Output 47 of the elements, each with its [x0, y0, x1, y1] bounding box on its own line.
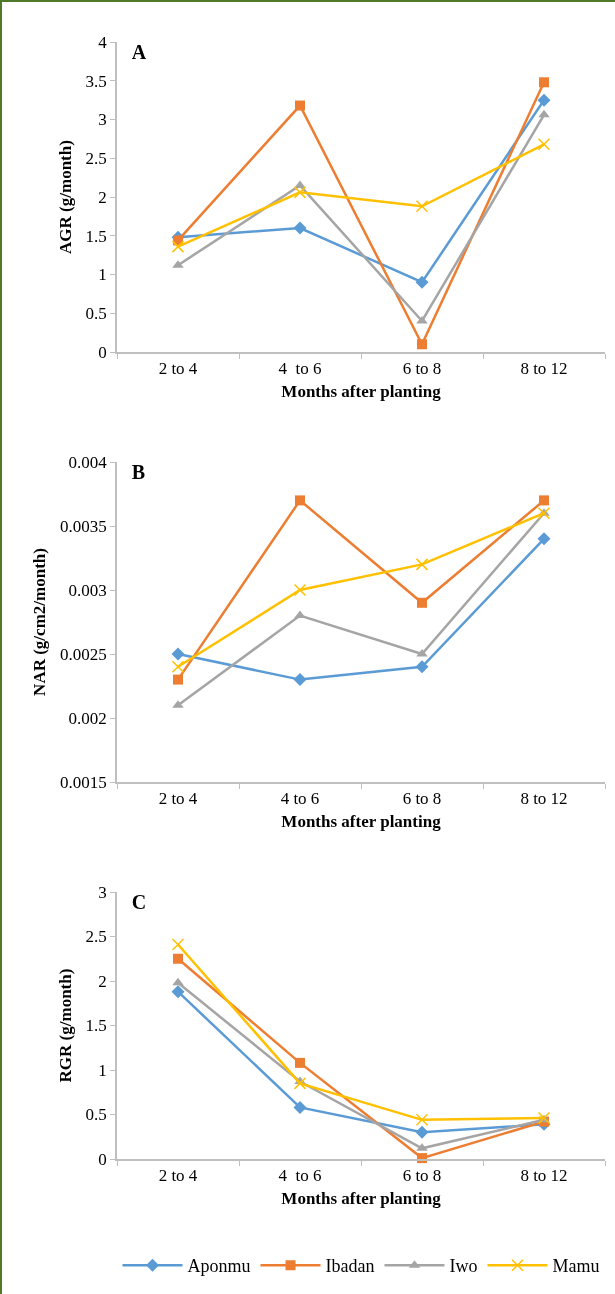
y-tick-label: 1.5 — [85, 226, 107, 246]
legend-label: Aponmu — [187, 1256, 251, 1277]
x-tick-label: 2 to 4 — [158, 789, 198, 809]
y-tick-label: 3 — [98, 110, 107, 130]
x-tick-label: 8 to 12 — [520, 1166, 568, 1186]
x-tick-label: 4 to 6 — [278, 1166, 322, 1186]
x-tick-label: 2 to 4 — [158, 1166, 198, 1186]
x-tick-label: 4 to 6 — [278, 359, 322, 379]
y-tick-label: 3 — [98, 882, 107, 902]
y-tick-label: 0.5 — [85, 304, 107, 324]
y-tick-label: 1 — [98, 265, 107, 285]
x-tick-label: 6 to 8 — [402, 359, 442, 379]
y-axis-title: AGR (g/month) — [55, 140, 75, 254]
y-tick-label: 0.0035 — [60, 516, 107, 536]
y-axis-title: RGR (g/month) — [55, 968, 75, 1083]
y-tick-label: 2 — [98, 187, 107, 207]
x-tick-label: 4 to 6 — [280, 789, 320, 809]
legend-label: Iwo — [449, 1256, 478, 1277]
chart-title: B — [131, 461, 145, 484]
y-tick-label: 1 — [98, 1060, 107, 1080]
y-tick-label: 0.5 — [85, 1105, 107, 1125]
x-tick-label: 6 to 8 — [402, 1166, 442, 1186]
y-tick-label: 0 — [98, 342, 107, 362]
x-tick-label: 8 to 12 — [520, 359, 568, 379]
y-tick-label: 0.004 — [68, 452, 108, 472]
x-tick-label: 8 to 12 — [520, 789, 568, 809]
y-tick-label: 0.0015 — [60, 772, 107, 792]
x-axis-title: Months after planting — [281, 812, 442, 832]
y-tick-label: 3.5 — [85, 71, 107, 91]
y-tick-label: 2 — [98, 971, 107, 991]
x-axis-title: Months after planting — [281, 382, 442, 402]
y-tick-label: 0.003 — [68, 580, 107, 600]
y-tick-label: 2.5 — [85, 149, 107, 169]
y-tick-label: 0 — [98, 1149, 107, 1169]
x-tick-label: 2 to 4 — [158, 359, 198, 379]
legend-label: Ibadan — [325, 1256, 375, 1277]
x-axis-title: Months after planting — [281, 1189, 442, 1209]
y-tick-label: 0.0025 — [60, 644, 107, 664]
y-tick-label: 2.5 — [85, 927, 107, 947]
chart-title: A — [131, 41, 147, 64]
y-tick-label: 4 — [98, 32, 108, 52]
x-tick-label: 6 to 8 — [402, 789, 442, 809]
y-tick-label: 0.002 — [68, 708, 107, 728]
y-axis-title: NAR (g/cm2/month) — [30, 548, 50, 696]
y-tick-label: 1.5 — [85, 1016, 107, 1036]
chart-title: C — [131, 890, 147, 913]
legend-label: Mamu — [552, 1256, 600, 1277]
